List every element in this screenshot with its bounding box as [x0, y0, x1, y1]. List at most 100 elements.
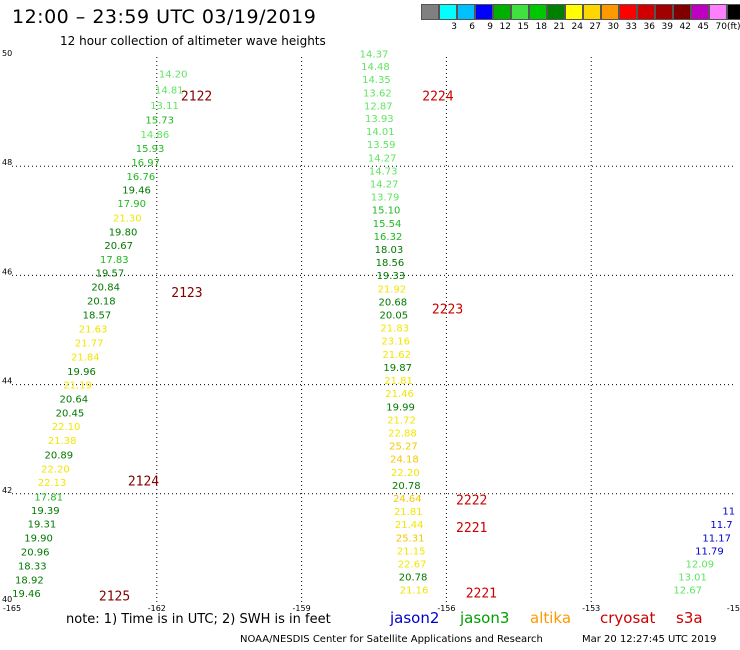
legend-label: 42 — [679, 22, 691, 32]
data-point-value: 20.78 — [399, 573, 428, 584]
data-point-value: 14.73 — [369, 166, 398, 177]
data-point-value: 21.72 — [387, 415, 416, 426]
x-tick-label: -150 — [727, 604, 740, 613]
data-point-value: 18.92 — [15, 575, 44, 586]
data-point-value: 12.09 — [685, 560, 714, 571]
data-point-value: 18.57 — [83, 311, 112, 322]
data-point-value: 12.87 — [364, 101, 393, 112]
footnote: note: 1) Time is in UTC; 2) SWH is in fe… — [66, 612, 331, 627]
y-tick-label: 48 — [2, 158, 12, 167]
track-id-label: 2221 — [456, 521, 487, 536]
data-point-value: 19.46 — [12, 589, 41, 600]
legend-label: 9 — [487, 22, 493, 32]
legend-label: 3 — [451, 22, 457, 32]
track-id-label: 2125 — [99, 589, 130, 604]
data-point-value: 14.20 — [159, 70, 188, 81]
data-point-value: 24.64 — [393, 494, 422, 505]
data-point-value: 22.88 — [388, 428, 417, 439]
data-point-value: 16.32 — [374, 232, 403, 243]
legend-label: 27 — [589, 22, 601, 32]
data-point-value: 12.67 — [673, 586, 702, 597]
data-point-value: 14.37 — [360, 50, 389, 61]
data-point-value: 20.96 — [21, 547, 50, 558]
legend-swatch — [565, 4, 583, 20]
legend-label: 6 — [469, 22, 475, 32]
data-point-value: 19.39 — [31, 506, 60, 517]
satellite-s3a-label: s3a — [676, 609, 703, 627]
legend-swatch — [583, 4, 601, 20]
data-point-value: 21.83 — [380, 324, 409, 335]
legend-swatch — [655, 4, 673, 20]
data-point-value: 20.84 — [91, 283, 120, 294]
data-point-value: 15.10 — [372, 206, 401, 217]
data-point-value: 17.81 — [34, 492, 63, 503]
satellite-jason3-label: jason3 — [460, 609, 510, 627]
y-tick-label: 44 — [2, 377, 12, 386]
legend-swatch — [601, 4, 619, 20]
data-point-value: 18.03 — [375, 245, 404, 256]
data-point-value: 22.20 — [391, 468, 420, 479]
track-id-label: 2222 — [456, 494, 487, 509]
data-point-value: 21.15 — [397, 546, 426, 557]
y-tick-label: 46 — [2, 267, 12, 276]
x-tick-label: -165 — [3, 604, 21, 613]
legend-swatch — [475, 4, 493, 20]
data-point-value: 11.7 — [710, 520, 732, 531]
data-point-value: 19.80 — [109, 228, 138, 239]
data-point-value: 21.30 — [113, 213, 142, 224]
data-point-value: 21.81 — [394, 507, 423, 518]
data-point-value: 21.84 — [71, 353, 100, 364]
data-point-value: 19.87 — [383, 363, 412, 374]
track-id-label: 2223 — [432, 303, 463, 318]
legend-label: 45 — [697, 22, 709, 32]
legend-swatch — [637, 4, 655, 20]
data-point-value: 11 — [722, 507, 735, 518]
data-point-value: 22.13 — [38, 478, 67, 489]
legend-label: 12 — [499, 22, 511, 32]
data-point-value: 20.05 — [379, 311, 408, 322]
data-point-value: 19.99 — [386, 402, 415, 413]
data-point-value: 20.64 — [59, 395, 88, 406]
data-point-value: 14.81 — [155, 86, 184, 97]
legend-swatch — [673, 4, 691, 20]
legend-label: 15 — [517, 22, 529, 32]
legend-label: 21 — [553, 22, 565, 32]
legend-swatch — [421, 4, 439, 20]
legend-swatch — [727, 4, 740, 20]
data-point-value: 21.77 — [75, 338, 104, 349]
data-point-value: 13.62 — [363, 88, 392, 99]
data-point-value: 19.33 — [377, 271, 406, 282]
satellite-altika-label: altika — [530, 609, 572, 627]
track-id-label: 2124 — [128, 475, 159, 490]
data-point-value: 14.27 — [370, 179, 399, 190]
x-tick-label: -159 — [293, 604, 311, 613]
data-point-value: 15.93 — [136, 144, 165, 155]
legend-swatch — [547, 4, 565, 20]
credit-line: NOAA/NESDIS Center for Satellite Applica… — [240, 634, 543, 645]
data-point-value: 20.68 — [379, 297, 408, 308]
data-point-value: 13.79 — [371, 193, 400, 204]
legend-swatch — [691, 4, 709, 20]
y-tick-label: 40 — [2, 595, 12, 604]
data-point-value: 18.33 — [18, 562, 47, 573]
legend-swatch — [493, 4, 511, 20]
track-id-label: 2122 — [181, 90, 212, 105]
data-point-value: 20.45 — [56, 408, 85, 419]
data-point-value: 21.63 — [79, 325, 108, 336]
y-tick-label: 42 — [2, 486, 12, 495]
x-tick-label: -153 — [582, 604, 600, 613]
data-point-value: 21.92 — [378, 284, 407, 295]
data-point-value: 17.90 — [117, 199, 146, 210]
x-tick-label: -156 — [437, 604, 455, 613]
data-point-value: 19.90 — [24, 533, 53, 544]
data-point-value: 21.19 — [63, 380, 92, 391]
data-point-value: 15.54 — [373, 219, 402, 230]
page-subtitle: 12 hour collection of altimeter wave hei… — [60, 34, 326, 48]
data-point-value: 20.67 — [104, 241, 133, 252]
legend-swatch — [457, 4, 475, 20]
data-point-value: 16.97 — [131, 158, 160, 169]
data-point-value: 19.31 — [28, 520, 57, 531]
data-point-value: 13.93 — [365, 114, 394, 125]
data-point-value: 24.18 — [390, 455, 419, 466]
